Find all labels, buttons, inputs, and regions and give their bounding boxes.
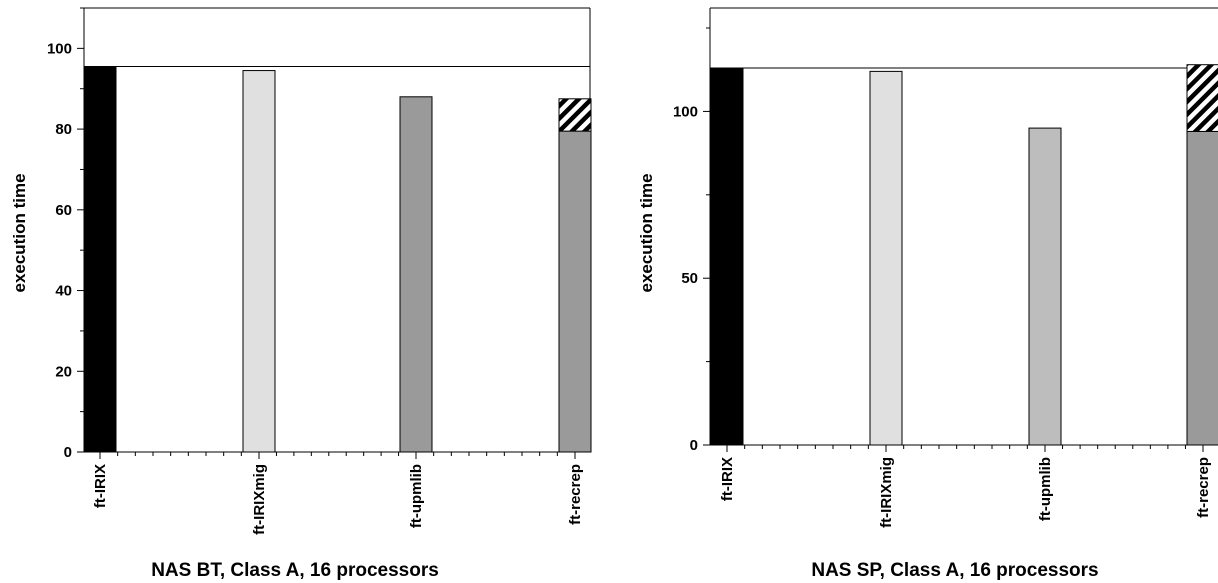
bar [869, 70, 903, 446]
bar [558, 130, 592, 453]
y-tick-label: 60 [55, 202, 72, 219]
y-tick-label: 100 [47, 40, 72, 57]
y-tick-label: 20 [55, 363, 72, 380]
bar [1028, 127, 1062, 446]
bar-overhead [558, 98, 592, 132]
x-tick-label: ft-IRIX [719, 457, 736, 501]
y-tick-label: 80 [55, 121, 72, 138]
y-axis-title: execution time [10, 173, 29, 292]
y-tick-label: 40 [55, 283, 72, 300]
bar [710, 67, 744, 446]
chart-nas-bt: execution time NAS BT, Class A, 16 proce… [10, 7, 592, 581]
x-tick-label: ft-IRIX [92, 464, 109, 508]
y-tick-label: 100 [673, 103, 698, 120]
chart-title: NAS BT, Class A, 16 processors [151, 560, 439, 581]
chart-title: NAS SP, Class A, 16 processors [811, 560, 1098, 581]
bar [83, 66, 117, 453]
x-tick-label: ft-recrep [567, 464, 584, 525]
bar-overhead [1186, 64, 1218, 132]
x-tick-label: ft-upmlib [408, 464, 425, 528]
x-tick-label: ft-IRIXmig [251, 464, 268, 535]
y-tick-label: 50 [681, 270, 698, 287]
y-axis-title: execution time [637, 173, 656, 292]
y-tick-label: 0 [690, 437, 698, 454]
x-tick-label: ft-upmlib [1037, 457, 1054, 521]
y-tick-label: 0 [64, 444, 72, 461]
bar [242, 70, 276, 453]
x-tick-label: ft-recrep [1195, 457, 1212, 518]
chart-nas-sp: execution time NAS SP, Class A, 16 proce… [637, 7, 1218, 581]
bar [1186, 130, 1218, 446]
x-tick-label: ft-IRIXmig [878, 457, 895, 528]
bar [399, 96, 433, 453]
